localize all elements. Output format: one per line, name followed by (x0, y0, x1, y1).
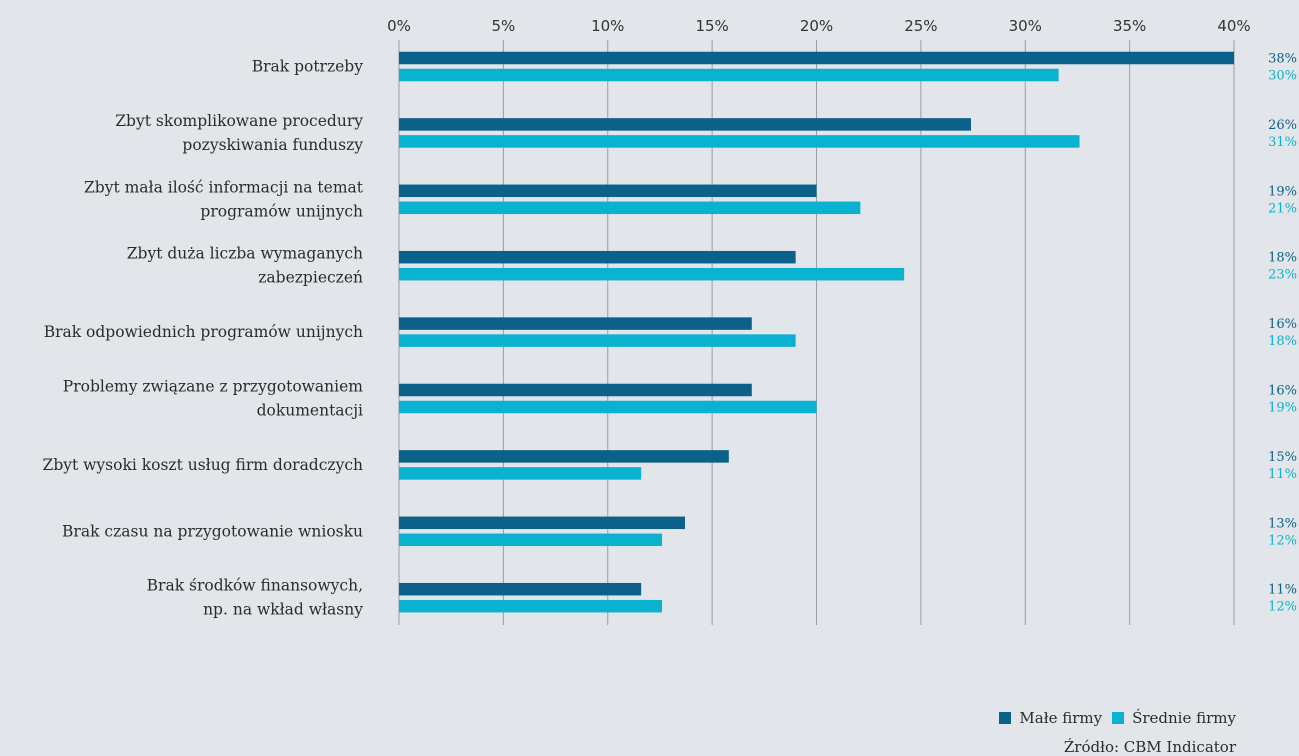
category-label: Brak środków finansowych, (147, 577, 363, 595)
legend-item-srednie-firmy: Średnie firmy (1112, 709, 1236, 727)
value-label: 21% (1268, 201, 1297, 216)
bar (399, 467, 642, 480)
x-tick-label: 40% (1217, 17, 1250, 35)
source-note: Źródło: CBM Indicator (1063, 738, 1236, 756)
bar (399, 383, 752, 397)
value-label: 12% (1268, 533, 1297, 548)
legend-swatch-male-firmy (999, 712, 1012, 724)
bar (399, 334, 796, 347)
x-tick-label: 25% (904, 17, 937, 35)
category-label: Brak czasu na przygotowanie wniosku (62, 522, 363, 540)
bar (399, 267, 905, 281)
category-label: programów unijnych (200, 202, 363, 220)
category-label: pozyskiwania funduszy (182, 136, 363, 154)
value-label: 26% (1268, 118, 1297, 133)
legend-label-srednie-firmy: Średnie firmy (1132, 709, 1236, 727)
value-label: 15% (1268, 450, 1297, 465)
bar (399, 51, 1234, 65)
bar (399, 68, 1059, 82)
legend: Małe firmy Średnie firmy (999, 709, 1236, 727)
x-tick-label: 30% (1009, 17, 1042, 35)
value-label: 18% (1268, 334, 1297, 349)
bar (399, 201, 861, 215)
category-label: zabezpieczeń (258, 269, 363, 287)
bar (399, 516, 685, 530)
bar (399, 184, 817, 198)
legend-label-male-firmy: Małe firmy (1019, 709, 1103, 727)
value-label: 16% (1268, 384, 1297, 399)
bar (399, 250, 796, 264)
category-label: Problemy związane z przygotowaniem (63, 378, 364, 396)
category-label: Zbyt wysoki koszt usług firm doradczych (43, 456, 363, 474)
value-label: 19% (1268, 401, 1297, 416)
x-tick-label: 20% (800, 17, 833, 35)
bar-chart: 0% 5% 10% 15% 20% 25% 30% 35% 40% 38% 30% Brak potr… (43, 17, 1297, 625)
legend-swatch-srednie-firmy (1112, 712, 1125, 724)
value-label: 38% (1268, 52, 1297, 67)
category-label: Zbyt duża liczba wymaganych (127, 245, 363, 263)
bar (399, 582, 642, 596)
category-label: Zbyt mała ilość informacji na temat (84, 178, 364, 196)
value-label: 12% (1268, 600, 1297, 615)
bar (399, 317, 752, 330)
category-label: Brak potrzeby (252, 58, 364, 76)
value-label: 31% (1268, 135, 1297, 150)
value-label: 23% (1268, 268, 1297, 283)
x-tick-label: 10% (591, 17, 624, 35)
value-label: 13% (1268, 516, 1297, 531)
value-label: 11% (1268, 583, 1297, 598)
value-label: 30% (1268, 69, 1297, 84)
category-label: Brak odpowiednich programów unijnych (44, 323, 363, 341)
bar (399, 135, 1080, 148)
value-label: 11% (1268, 467, 1297, 482)
category-label: Zbyt skomplikowane procedury (115, 112, 363, 130)
legend-item-male-firmy: Małe firmy (999, 709, 1102, 727)
bar (399, 118, 971, 131)
x-tick-label: 35% (1113, 17, 1146, 35)
bar (399, 400, 817, 414)
bar (399, 599, 663, 613)
value-label: 18% (1268, 251, 1297, 266)
category-label: dokumentacji (257, 402, 363, 420)
x-tick-label: 15% (695, 17, 728, 35)
x-tick-label: 0% (387, 17, 411, 35)
value-label: 19% (1268, 184, 1297, 199)
x-tick-label: 5% (491, 17, 515, 35)
value-label: 16% (1268, 317, 1297, 332)
bar (399, 533, 663, 547)
category-label: np. na wkład własny (203, 601, 363, 619)
bar (399, 450, 729, 463)
